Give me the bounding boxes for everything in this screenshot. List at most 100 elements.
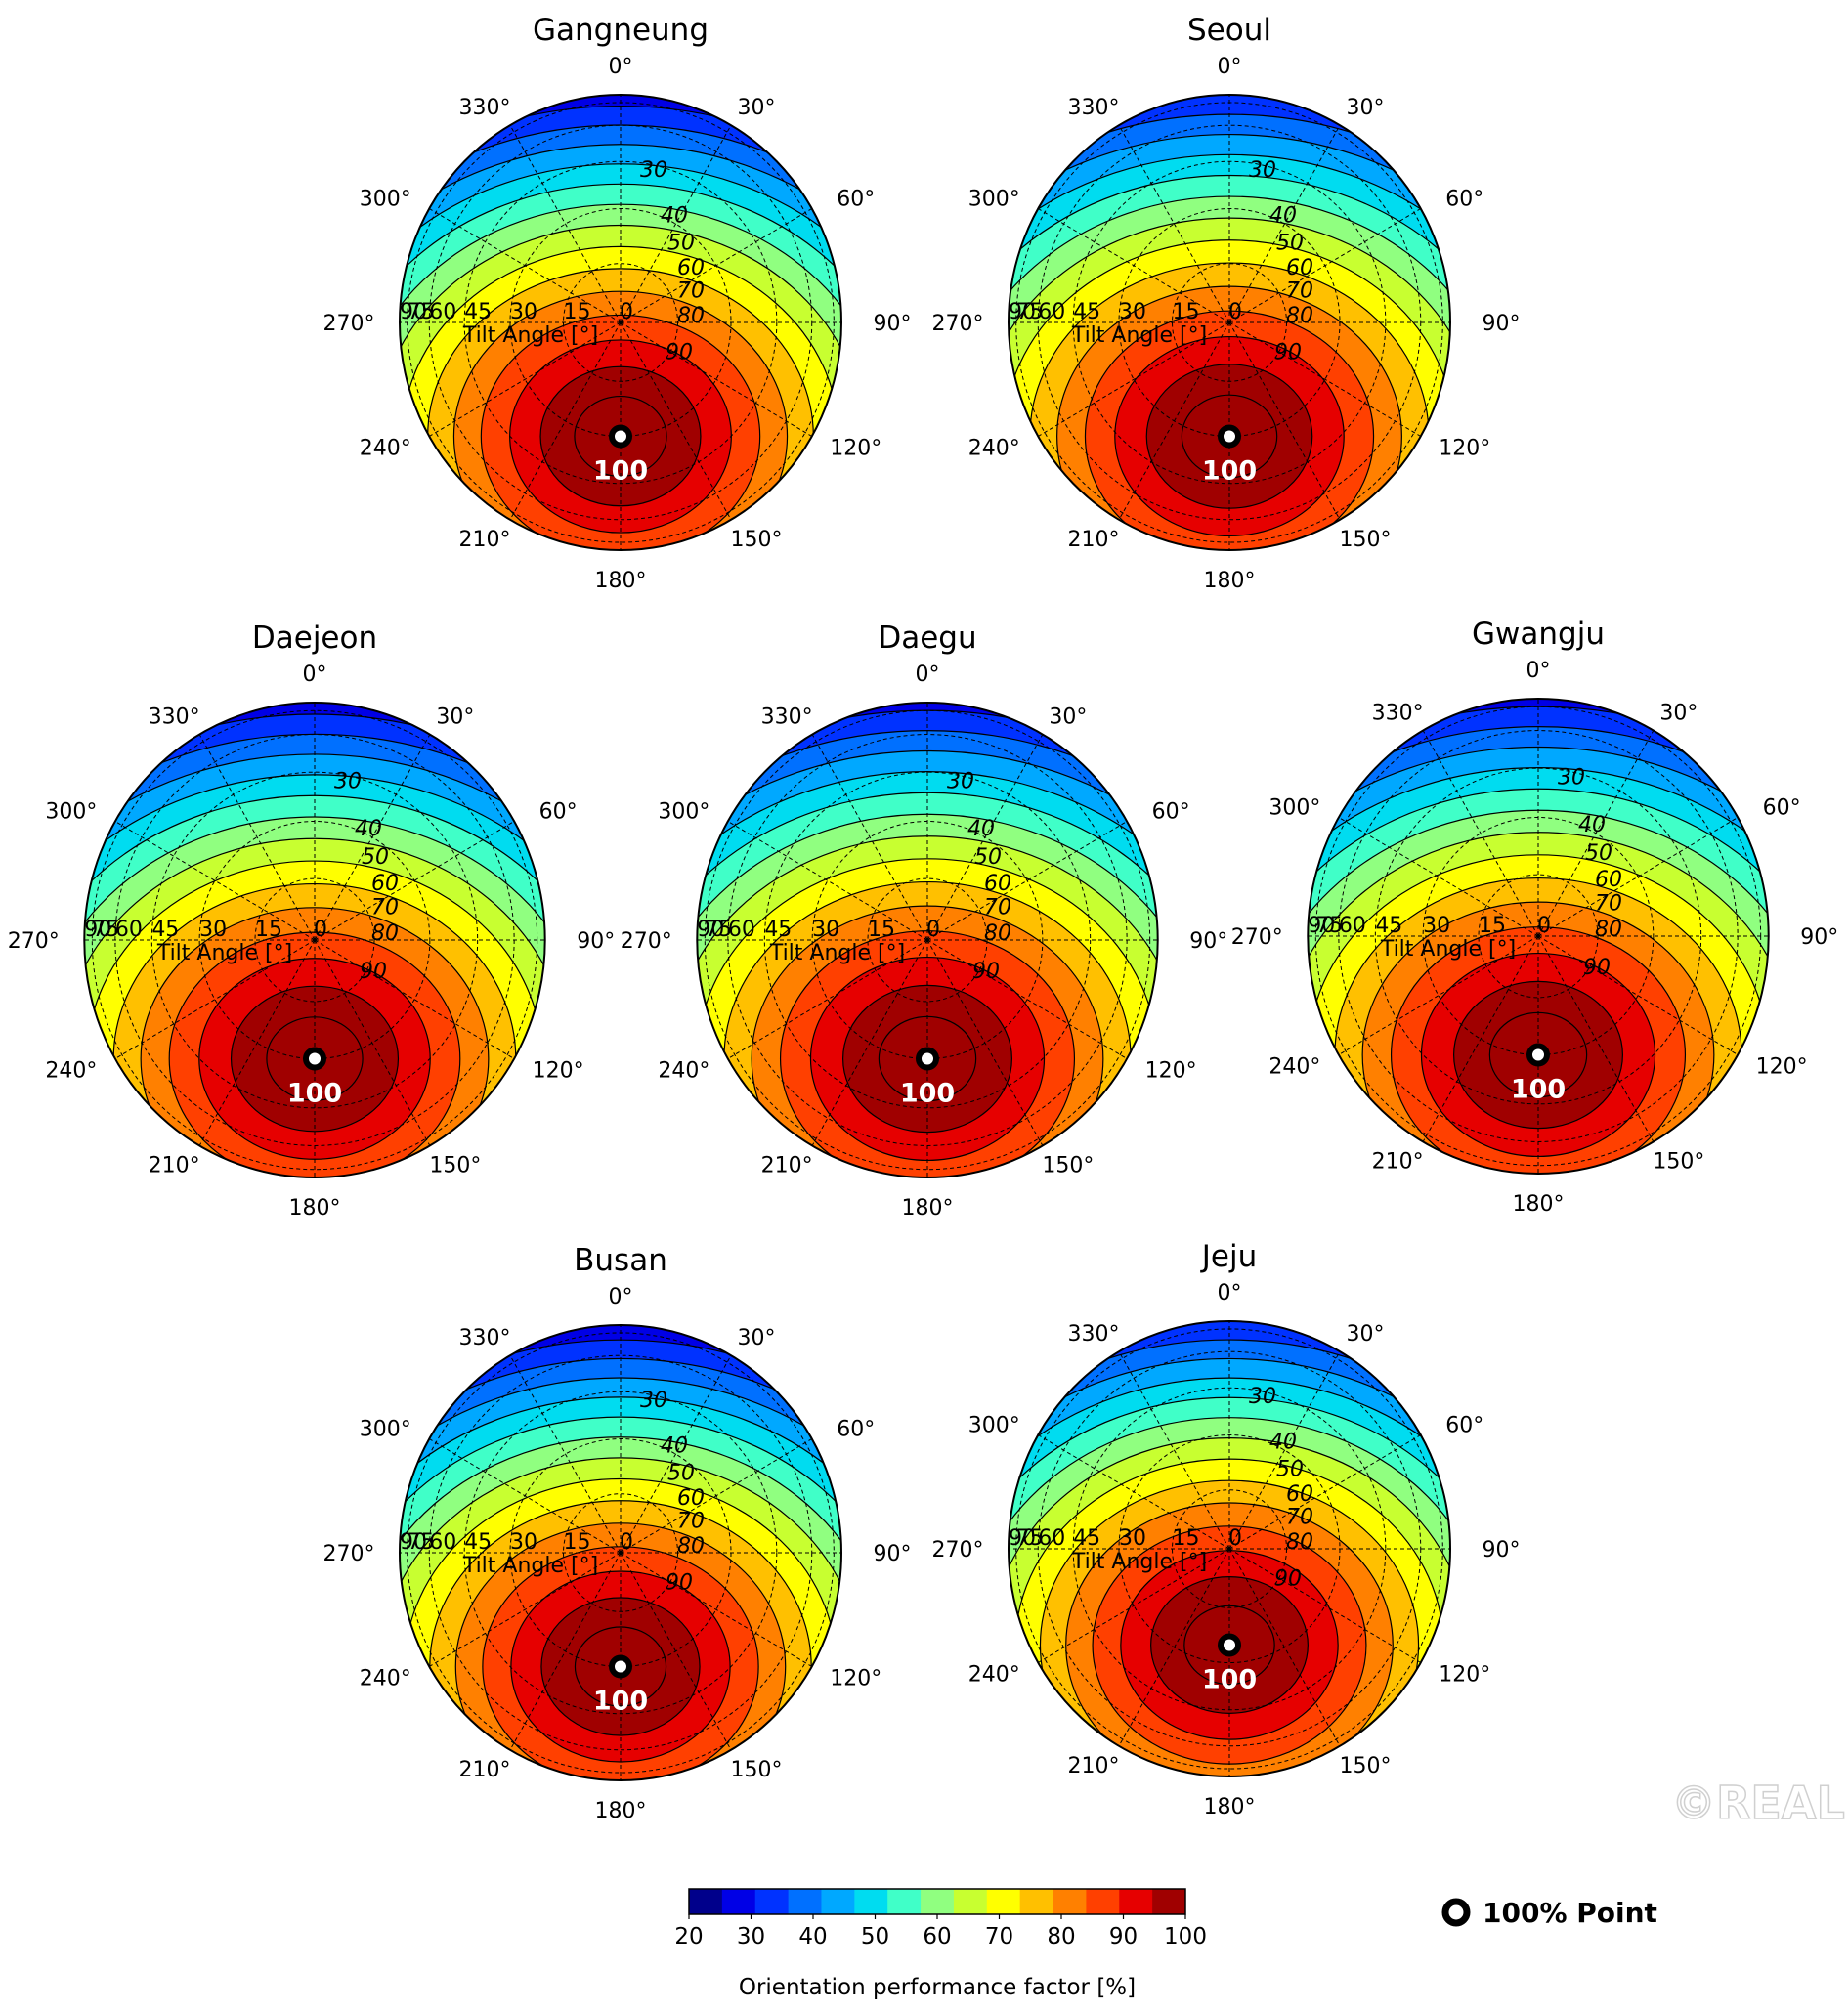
azimuth-gridline-busan [620,1354,732,1554]
panel-seoul: Seoul 0° 30° 60° 90° 120° 150° 180° 210° 240° 270°… [931,13,1521,593]
azimuth-tick-label-seoul: 330° [1067,96,1119,120]
polar-grid-seoul [1008,95,1451,550]
contour-label-jeju: 30 [1249,1385,1276,1409]
azimuth-tick-label-daegu: 90° [1189,929,1227,954]
azimuth-gridline-daegu [926,939,1128,1059]
azimuth-tick-label-seoul: 240° [968,437,1020,461]
tilt-gridline-gangneung [428,124,813,521]
panel-gangneung: Gangneung 0° 30° 60° 90° 120° 150° 180° 210° 240°… [322,13,912,593]
azimuth-tick-label-daejeon: 120° [533,1059,584,1084]
tilt-tick-label-seoul: 45 [1073,300,1100,324]
colorbar-swatch [921,1889,955,1914]
azimuth-tick-label-daegu: 60° [1152,800,1190,825]
azimuth-gridline-jeju [1038,1548,1230,1663]
panel-daejeon: Daejeon 0° 30° 60° 90° 120° 150° 180° 210° 240° 27… [8,620,615,1220]
contour-label-gangneung: 30 [640,158,667,183]
max-label-daejeon: 100 [287,1079,342,1109]
azimuth-tick-label-gwangju: 330° [1372,702,1424,726]
azimuth-tick-label-busan: 180° [595,1799,647,1823]
tilt-axis-label-jeju: Tilt Angle [°] [1071,1550,1207,1574]
tilt-tick-label-busan: 30 [510,1530,537,1555]
azimuth-gridline-jeju [1038,1434,1230,1550]
azimuth-gridline-seoul [1038,321,1230,437]
azimuth-tick-label-busan: 270° [322,1542,374,1566]
contour-label-busan: 90 [666,1570,693,1595]
azimuth-gridline-gangneung [429,208,622,323]
tilt-tick-label-gwangju: 90 [1308,914,1335,938]
azimuth-tick-label-busan: 150° [731,1758,783,1782]
azimuth-tick-label-gwangju: 300° [1268,796,1320,821]
contour-label-jeju: 50 [1276,1457,1304,1481]
azimuth-gridline-daegu [811,734,928,941]
tilt-tick-label-jeju: 45 [1073,1526,1100,1551]
azimuth-tick-label-gwangju: 120° [1756,1055,1808,1080]
polar-grid-gwangju [1308,699,1769,1174]
azimuth-gridline-busan [429,1552,622,1667]
azimuth-gridline-seoul [1118,124,1230,323]
azimuth-gridline-busan [509,1354,622,1554]
azimuth-tick-label-gwangju: 210° [1372,1149,1424,1174]
colorbar-swatch [953,1889,988,1914]
tilt-gridline-daegu [763,771,1092,1109]
azimuth-tick-label-gangneung: 300° [360,188,411,212]
tilt-tick-label-daegu: 60 [728,918,755,942]
azimuth-gridline-jeju [1118,1548,1230,1747]
optimum-point-marker-busan [609,1654,632,1679]
contour-label-jeju: 80 [1286,1530,1313,1555]
tilt-tick-label-jeju: 90 [1009,1526,1036,1551]
azimuth-tick-label-daejeon: 180° [289,1196,341,1220]
azimuth-tick-label-gwangju: 30° [1659,702,1698,726]
tilt-axis-label-seoul: Tilt Angle [°] [1071,323,1207,348]
azimuth-gridline-busan [509,1552,622,1751]
azimuth-gridline-daegu [926,821,1128,941]
azimuth-gridline-gwangju [1537,817,1739,937]
azimuth-gridline-seoul [1228,124,1341,323]
contour-label-seoul: 80 [1286,304,1313,328]
colorbar-swatch [754,1889,790,1914]
panel-title-seoul: Seoul [1187,13,1271,48]
azimuth-gridline-daejeon [114,939,316,1059]
azimuth-tick-label-jeju: 150° [1340,1754,1392,1778]
azimuth-gridline-gwangju [1338,817,1539,937]
contour-label-daejeon: 90 [360,960,387,984]
azimuth-tick-label-gangneung: 90° [874,312,912,336]
max-label-gangneung: 100 [593,456,648,487]
azimuth-gridline-daegu [727,939,928,1059]
azimuth-gridline-daegu [811,939,928,1146]
tilt-tick-label-daejeon: 90 [84,918,111,942]
azimuth-tick-label-seoul: 90° [1483,312,1521,336]
azimuth-gridline-daejeon [114,821,316,941]
azimuth-tick-label-seoul: 270° [931,312,983,336]
azimuth-tick-label-jeju: 240° [968,1663,1020,1688]
tilt-gridline-busan [428,1354,813,1751]
contour-label-daejeon: 30 [334,769,362,793]
azimuth-tick-label-gwangju: 0° [1526,659,1551,683]
azimuth-tick-label-busan: 0° [609,1285,633,1309]
panel-outline-seoul [1007,94,1452,551]
contour-label-jeju: 90 [1274,1566,1302,1591]
azimuth-tick-label-daegu: 30° [1049,706,1087,730]
azimuth-tick-label-daegu: 0° [916,663,940,687]
tilt-gridline-daejeon [150,771,479,1109]
azimuth-tick-label-daegu: 330° [761,706,813,730]
azimuth-gridline-gangneung [509,321,622,521]
azimuth-tick-label-jeju: 330° [1067,1322,1119,1347]
contour-label-gwangju: 70 [1595,891,1622,916]
tilt-tick-label-gangneung: 60 [429,300,456,324]
contour-label-gangneung: 70 [677,278,705,303]
contour-label-daegu: 90 [972,960,1000,984]
colorbar-swatch [821,1889,855,1914]
azimuth-tick-label-jeju: 210° [1067,1754,1119,1778]
tilt-tick-label-gangneung: 15 [564,300,591,324]
contour-label-gwangju: 80 [1595,918,1622,942]
azimuth-gridline-daejeon [198,734,316,941]
tilt-tick-label-busan: 15 [564,1530,591,1555]
azimuth-gridline-gwangju [1422,935,1539,1142]
contour-label-daegu: 50 [974,845,1002,870]
azimuth-tick-label-jeju: 270° [931,1538,983,1562]
optimum-point-marker-gangneung [609,424,632,449]
tilt-gridline-daegu [867,877,988,1003]
polar-grid-daejeon [84,703,545,1177]
optimum-point-marker-jeju [1218,1633,1241,1657]
azimuth-gridline-jeju [1118,1350,1230,1550]
